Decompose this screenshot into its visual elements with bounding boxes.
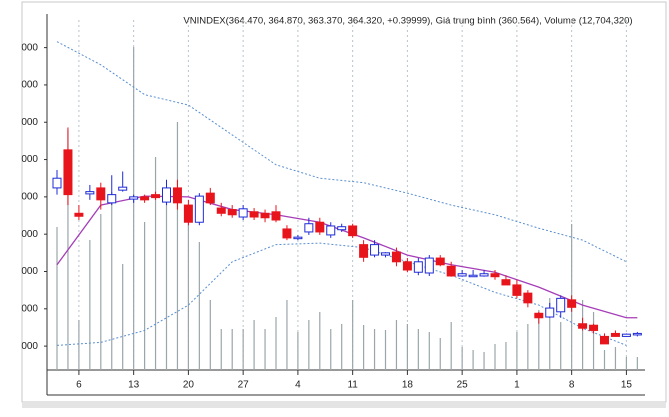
candle-body [172, 187, 182, 204]
candle-body [85, 191, 95, 195]
x-tick-label: 20 [183, 380, 195, 391]
candle-body [589, 324, 599, 331]
candle-body [194, 195, 204, 223]
candle-body [304, 223, 314, 233]
candle-body [435, 257, 445, 266]
candle-body [140, 196, 150, 201]
candle-body [402, 261, 412, 271]
candle-body [129, 196, 139, 200]
x-tick-label: 4 [295, 380, 301, 391]
y-tick-label: 000 [21, 154, 38, 165]
candle-body [107, 194, 117, 204]
candle-body [315, 221, 325, 233]
candle-body [183, 204, 193, 223]
candle-body [534, 312, 544, 319]
x-tick-label: 27 [238, 380, 250, 391]
candle-body [523, 292, 533, 304]
candle-body [391, 251, 401, 263]
x-tick-label: 8 [569, 380, 575, 391]
candle-body [556, 297, 566, 313]
chart-title: VNINDEX(364.470, 364.870, 363.370, 364.3… [183, 16, 632, 27]
candle-body [293, 236, 303, 240]
candle-body [424, 257, 434, 274]
candle-body [621, 333, 631, 337]
candle-body [545, 307, 555, 318]
candle-body [501, 279, 511, 286]
y-tick-label: 000 [21, 80, 38, 91]
candle-body [413, 261, 423, 273]
candle-body [600, 335, 609, 345]
y-tick-label: 000 [21, 42, 38, 53]
y-tick-label: 000 [21, 303, 38, 314]
candle-body [96, 187, 106, 201]
candle-body [359, 244, 369, 258]
candle-body [512, 284, 522, 296]
x-tick-label: 6 [76, 380, 82, 391]
candle-body [348, 225, 358, 237]
band-line [56, 41, 627, 263]
y-tick-label: 000 [21, 341, 38, 352]
x-tick-label: 15 [621, 380, 633, 391]
candle-body [52, 177, 62, 189]
candle-body [446, 265, 456, 277]
candle-body [249, 211, 259, 218]
candle-body [578, 323, 588, 329]
candle-body [227, 209, 237, 216]
candle-body [326, 225, 336, 236]
candle-body [162, 187, 171, 203]
y-tick-label: 000 [21, 117, 38, 128]
y-tick-label: 000 [21, 266, 38, 277]
candle-body [63, 149, 73, 196]
x-tick-label: 25 [457, 380, 469, 391]
candle-body [118, 186, 128, 191]
candle-body [282, 228, 292, 239]
candle-body [370, 244, 380, 256]
candle-body [337, 226, 347, 231]
y-tick-label: 000 [21, 229, 38, 240]
candle-body [610, 332, 620, 337]
x-tick-label: 1 [514, 380, 520, 391]
candle-body [205, 192, 215, 204]
candle-body [216, 207, 226, 214]
candle-body [74, 212, 84, 217]
candle-body [490, 273, 500, 278]
x-tick-label: 11 [347, 380, 358, 391]
candle-body [381, 252, 390, 256]
candle-body [151, 194, 161, 199]
frame-shadow [22, 402, 666, 408]
candle-body [632, 332, 642, 336]
candle-body [468, 274, 478, 278]
candle-body [567, 299, 577, 308]
candle-body [479, 273, 489, 277]
candle-body [271, 211, 281, 221]
candle-body [238, 208, 248, 218]
candle-body [260, 212, 270, 219]
y-tick-label: 000 [21, 192, 38, 203]
x-tick-label: 18 [402, 380, 414, 391]
candle-body [457, 273, 467, 277]
x-tick-label: 13 [128, 380, 140, 391]
frame [21, 1, 667, 403]
